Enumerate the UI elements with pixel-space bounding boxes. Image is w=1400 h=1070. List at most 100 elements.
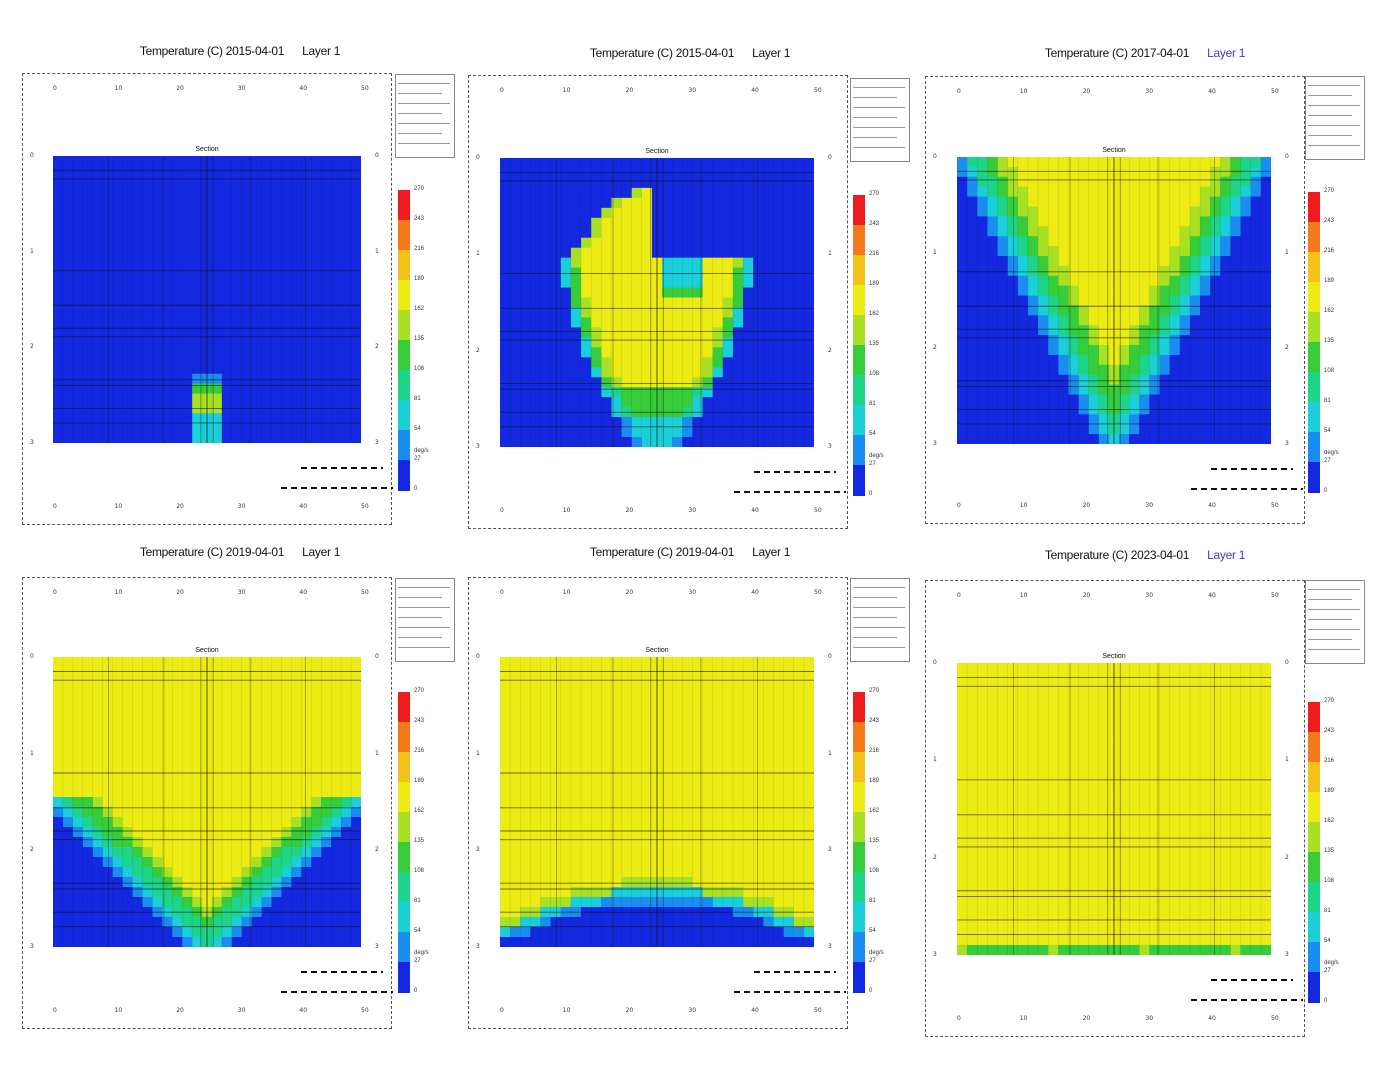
heatmap-cell (743, 887, 754, 898)
heatmap-cell (53, 314, 64, 325)
heatmap-cell (112, 817, 124, 828)
heatmap-cell (172, 667, 183, 678)
heatmap-cell (251, 156, 263, 167)
heatmap-cell (53, 165, 64, 177)
heatmap-cell (132, 857, 143, 868)
heatmap-cell (692, 387, 704, 398)
heatmap-cell (251, 697, 263, 708)
heatmap-cell (712, 717, 724, 728)
heatmap-cell (1159, 384, 1171, 396)
heatmap-cell (520, 397, 531, 408)
heatmap-cell (162, 657, 173, 668)
heatmap-cell (1169, 305, 1181, 316)
heatmap-cell (1250, 236, 1262, 247)
heatmap-cell (702, 707, 714, 718)
heatmap-cell (192, 274, 203, 286)
heatmap-cell (261, 205, 273, 216)
heatmap-cell (1230, 255, 1242, 267)
heatmap-cell (241, 225, 253, 236)
heatmap-cell (631, 207, 643, 219)
y-tick-label: 3 (476, 943, 480, 950)
heatmap-cell (967, 305, 978, 316)
heatmap-cell (331, 787, 342, 798)
heatmap-cell (142, 215, 153, 226)
heatmap-cell (712, 337, 724, 348)
heatmap-cell (672, 237, 683, 249)
heatmap-cell (122, 344, 133, 355)
heatmap-cell (793, 167, 805, 179)
heatmap-cell (122, 284, 133, 296)
heatmap-cell (1068, 196, 1080, 207)
heatmap-cell (112, 867, 124, 878)
heatmap-cell (682, 827, 693, 838)
heatmap-cell (672, 897, 683, 908)
heatmap-cell (301, 294, 312, 305)
heatmap-cell (132, 777, 143, 788)
heatmap-cell (570, 707, 582, 718)
heatmap-cell (331, 777, 342, 788)
heatmap-cell (1078, 275, 1090, 287)
heatmap-cell (520, 297, 531, 308)
heatmap-cell (62, 857, 74, 868)
heatmap-cell (1179, 186, 1191, 198)
heatmap-cell (722, 327, 734, 338)
heatmap-cell (211, 294, 223, 305)
heatmap-cell (132, 254, 143, 266)
heatmap-cell (1200, 315, 1211, 326)
heatmap-cell (743, 277, 754, 289)
heatmap-cell (112, 667, 124, 678)
heatmap-cell (570, 677, 582, 688)
colorbar-tick-label: 0 (414, 486, 418, 492)
heatmap-cell (763, 227, 774, 239)
heatmap-cell (142, 195, 153, 206)
heatmap-cell (92, 777, 104, 788)
heatmap-cell (1119, 295, 1130, 306)
heatmap-cell (1169, 216, 1181, 227)
heatmap-cell (500, 687, 511, 698)
heatmap-cell (530, 158, 542, 169)
heatmap-cell (550, 227, 562, 239)
heatmap-cell (773, 337, 785, 348)
heatmap-cell (301, 185, 312, 197)
heatmap-cell (773, 437, 785, 447)
heatmap-cell (192, 867, 203, 878)
heatmap-cell (712, 797, 724, 808)
heatmap-cell (1068, 384, 1080, 396)
heatmap-cell (997, 216, 1009, 227)
heatmap-cell (251, 225, 263, 236)
heatmap-cell (241, 205, 253, 216)
heatmap-cell (152, 857, 163, 868)
heatmap-cell (251, 657, 263, 668)
heatmap-cell (172, 937, 183, 947)
heatmap-cell (341, 156, 352, 167)
heatmap-cell (601, 367, 612, 378)
heatmap-cell (1119, 394, 1130, 405)
heatmap-cell (102, 837, 114, 848)
heatmap-cell (591, 197, 602, 209)
heatmap-cell (341, 847, 352, 858)
heatmap-cell (301, 727, 312, 738)
heatmap-cell (520, 357, 531, 368)
heatmap-cell (221, 847, 233, 858)
heatmap-cell (540, 717, 552, 728)
heatmap-cell (92, 324, 104, 335)
heatmap-cell (753, 197, 764, 209)
heatmap-cell (142, 897, 153, 908)
heatmap-cell (241, 767, 253, 778)
heatmap-cell (560, 677, 572, 688)
heatmap-cell (530, 797, 542, 808)
heatmap-cell (1068, 166, 1080, 178)
heatmap-cell (763, 207, 774, 219)
heatmap-cell (331, 195, 342, 206)
heatmap-cell (192, 433, 203, 443)
heatmap-cell (1007, 364, 1019, 376)
heatmap-cell (341, 937, 352, 947)
heatmap-cell (692, 717, 704, 728)
heatmap-cell (1159, 265, 1171, 277)
heatmap-cell (271, 787, 283, 798)
heatmap-cell (520, 917, 531, 928)
heatmap-cell (72, 165, 84, 177)
heatmap-cell (712, 677, 724, 688)
heatmap-cell (53, 235, 64, 246)
heatmap-cell (1078, 434, 1090, 444)
